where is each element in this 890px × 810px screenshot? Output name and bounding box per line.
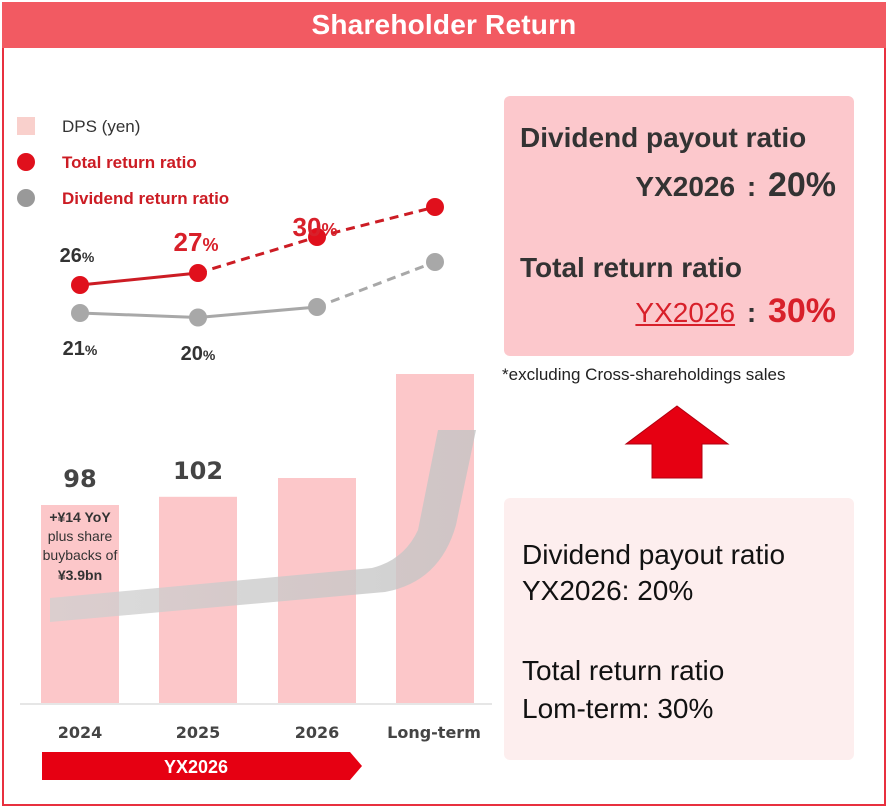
annotation-line-0: +¥14 YoY bbox=[49, 509, 111, 525]
target-total-label: YX2026 bbox=[635, 297, 736, 328]
x-tick-2024: 2024 bbox=[58, 723, 103, 742]
total-point-2024 bbox=[71, 276, 89, 294]
footnote: *excluding Cross-shareholdings sales bbox=[502, 365, 786, 384]
result-total-title: Total return ratio bbox=[522, 655, 725, 686]
legend-label-2: Dividend return ratio bbox=[62, 189, 229, 208]
yx2026-banner-label: YX2026 bbox=[164, 757, 228, 777]
total-label-2024: 26% bbox=[60, 245, 95, 267]
total-line-longterm bbox=[316, 205, 436, 239]
target-payout-row: YX2026 : 20% bbox=[635, 166, 836, 205]
up-arrow-icon bbox=[624, 405, 730, 479]
total-point-2026 bbox=[308, 228, 326, 246]
x-tick-2026: 2026 bbox=[295, 723, 340, 742]
result-box: Dividend payout ratio YX2026: 20% Total … bbox=[504, 498, 854, 760]
legend-swatch-dps bbox=[17, 117, 35, 135]
target-box: Dividend payout ratio YX2026 : 20% Total… bbox=[504, 96, 854, 356]
result-total-value: Lom-term: 30% bbox=[522, 693, 714, 724]
legend-marker-1 bbox=[17, 153, 35, 171]
annotation-line-2: buybacks of bbox=[43, 547, 118, 563]
legend-marker-2 bbox=[17, 189, 35, 207]
total-line-actual bbox=[79, 271, 199, 287]
x-tick-Long-term: Long-term bbox=[387, 723, 481, 742]
result-payout-title: Dividend payout ratio bbox=[522, 539, 786, 570]
dividend-point-2024 bbox=[71, 304, 89, 322]
dividend-label-2024: 21% bbox=[63, 338, 98, 360]
yx2026-banner bbox=[42, 752, 362, 780]
dividend-line-plan bbox=[197, 305, 318, 319]
annotation-line-3: ¥3.9bn bbox=[58, 567, 102, 583]
separator: : bbox=[746, 297, 757, 328]
target-payout-label: YX2026 bbox=[635, 171, 736, 202]
legend-label-1: Total return ratio bbox=[62, 153, 197, 172]
total-line-plan bbox=[197, 235, 318, 275]
separator: : bbox=[746, 171, 757, 202]
total-point-2025 bbox=[189, 264, 207, 282]
dividend-line-longterm bbox=[316, 260, 436, 309]
legend-label-0: DPS (yen) bbox=[62, 117, 140, 136]
page-title: Shareholder Return bbox=[2, 2, 886, 48]
total-label-2025: 27% bbox=[174, 227, 219, 257]
total-point-Long-term bbox=[426, 198, 444, 216]
dividend-label-2025: 20% bbox=[181, 343, 216, 365]
shareholder-return-chart: DPS (yen) Total return ratio Dividend retu… bbox=[17, 117, 492, 780]
annotation-line-1: plus share bbox=[48, 528, 113, 544]
x-tick-2025: 2025 bbox=[176, 723, 221, 742]
growth-swoosh-arrow bbox=[50, 430, 476, 622]
target-payout-title: Dividend payout ratio bbox=[520, 122, 807, 153]
dividend-point-Long-term bbox=[426, 253, 444, 271]
target-total-title: Total return ratio bbox=[520, 252, 742, 283]
total-label-2026: 30% bbox=[293, 212, 338, 242]
target-payout-value: 20% bbox=[767, 166, 836, 204]
dividend-point-2025 bbox=[189, 308, 207, 327]
result-payout-value: YX2026: 20% bbox=[522, 575, 694, 606]
target-total-row: YX2026 : 30% bbox=[635, 292, 836, 331]
dividend-line-actual bbox=[79, 311, 199, 319]
dps-label-2024: 98 bbox=[63, 465, 96, 493]
dps-label-2025: 102 bbox=[173, 457, 223, 485]
dividend-point-2026 bbox=[308, 298, 326, 316]
target-total-value: 30% bbox=[767, 292, 836, 330]
